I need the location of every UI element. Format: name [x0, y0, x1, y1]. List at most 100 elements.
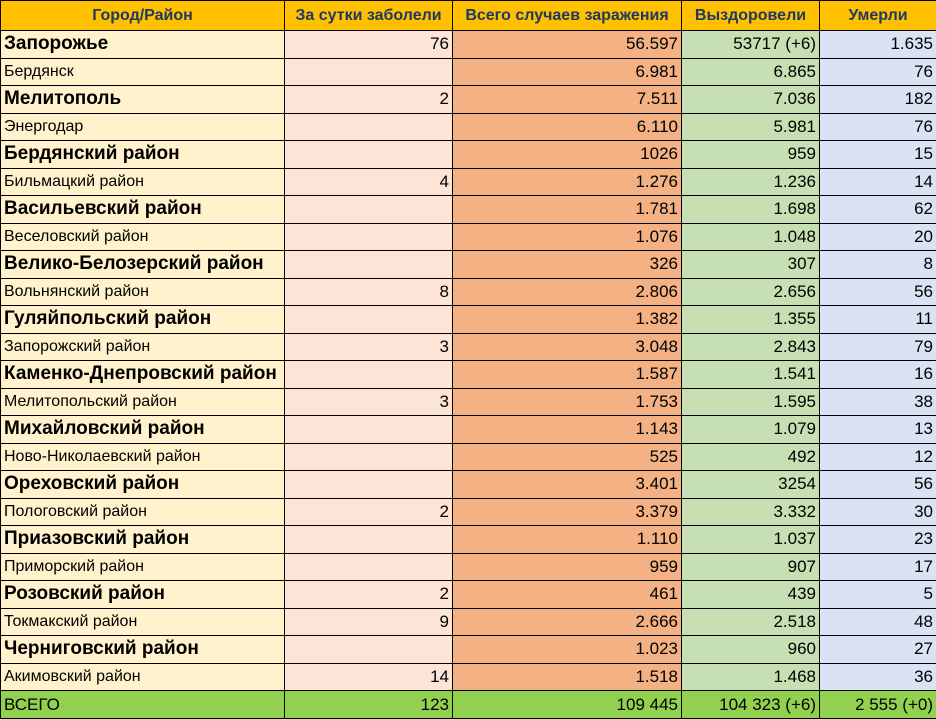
- row-name: Пологовский район: [1, 498, 285, 526]
- row-name: Запорожье: [1, 31, 285, 59]
- row-total-cases: 1.023: [453, 636, 682, 664]
- row-total-cases: 1.781: [453, 196, 682, 224]
- row-name: Акимовский район: [1, 663, 285, 691]
- row-total-cases: 7.511: [453, 86, 682, 114]
- row-name: Бильмацкий район: [1, 168, 285, 196]
- row-daily-cases: 14: [285, 663, 453, 691]
- row-died: 12: [820, 443, 936, 471]
- row-died: 48: [820, 608, 936, 636]
- row-died: 11: [820, 306, 936, 334]
- row-died: 79: [820, 333, 936, 361]
- row-name: Розовский район: [1, 581, 285, 609]
- row-name: Ново-Николаевский район: [1, 443, 285, 471]
- row-recovered: 7.036: [682, 86, 820, 114]
- total-row: ВСЕГО 123 109 445 104 323 (+6) 2 555 (+0…: [1, 691, 936, 719]
- row-daily-cases: 76: [285, 31, 453, 59]
- row-died: 20: [820, 223, 936, 251]
- row-name: Черниговский район: [1, 636, 285, 664]
- row-name: Бердянск: [1, 58, 285, 86]
- row-recovered: 1.037: [682, 526, 820, 554]
- total-recovered: 104 323 (+6): [682, 691, 820, 719]
- row-daily-cases: 8: [285, 278, 453, 306]
- row-recovered: 1.048: [682, 223, 820, 251]
- row-daily-cases: 3: [285, 333, 453, 361]
- row-died: 30: [820, 498, 936, 526]
- row-total-cases: 2.806: [453, 278, 682, 306]
- header-recovered: Выздоровели: [682, 1, 820, 31]
- row-name: Мелитополь: [1, 86, 285, 114]
- row-died: 1.635: [820, 31, 936, 59]
- row-total-cases: 1026: [453, 141, 682, 169]
- row-total-cases: 1.518: [453, 663, 682, 691]
- row-daily-cases: [285, 361, 453, 389]
- total-label: ВСЕГО: [1, 691, 285, 719]
- row-recovered: 5.981: [682, 113, 820, 141]
- row-recovered: 439: [682, 581, 820, 609]
- row-recovered: 1.355: [682, 306, 820, 334]
- row-total-cases: 1.076: [453, 223, 682, 251]
- row-name: Мелитопольский район: [1, 388, 285, 416]
- row-recovered: 907: [682, 553, 820, 581]
- row-died: 76: [820, 113, 936, 141]
- row-daily-cases: 2: [285, 498, 453, 526]
- row-recovered: 1.595: [682, 388, 820, 416]
- row-daily-cases: [285, 471, 453, 499]
- row-name: Вольнянский район: [1, 278, 285, 306]
- row-recovered: 492: [682, 443, 820, 471]
- row-total-cases: 525: [453, 443, 682, 471]
- header-total: Всего случаев заражения: [453, 1, 682, 31]
- row-total-cases: 1.143: [453, 416, 682, 444]
- row-name: Михайловский район: [1, 416, 285, 444]
- row-name: Веселовский район: [1, 223, 285, 251]
- row-daily-cases: 4: [285, 168, 453, 196]
- row-died: 5: [820, 581, 936, 609]
- row-daily-cases: 3: [285, 388, 453, 416]
- row-total-cases: 1.587: [453, 361, 682, 389]
- row-total-cases: 3.401: [453, 471, 682, 499]
- row-recovered: 1.079: [682, 416, 820, 444]
- row-daily-cases: 2: [285, 581, 453, 609]
- row-recovered: 3.332: [682, 498, 820, 526]
- row-total-cases: 6.110: [453, 113, 682, 141]
- header-city: Город/Район: [1, 1, 285, 31]
- row-total-cases: 461: [453, 581, 682, 609]
- row-name: Гуляйпольский район: [1, 306, 285, 334]
- row-recovered: 3254: [682, 471, 820, 499]
- row-name: Васильевский район: [1, 196, 285, 224]
- row-died: 16: [820, 361, 936, 389]
- row-daily-cases: 9: [285, 608, 453, 636]
- row-recovered: 1.541: [682, 361, 820, 389]
- total-daily: 123: [285, 691, 453, 719]
- header-row: Город/Район За сутки заболели Всего случ…: [1, 1, 936, 31]
- row-name: Токмакский район: [1, 608, 285, 636]
- row-died: 13: [820, 416, 936, 444]
- row-name: Бердянский район: [1, 141, 285, 169]
- row-died: 8: [820, 251, 936, 279]
- row-name: Приазовский район: [1, 526, 285, 554]
- row-name: Ореховский район: [1, 471, 285, 499]
- row-daily-cases: [285, 443, 453, 471]
- row-total-cases: 3.379: [453, 498, 682, 526]
- row-daily-cases: [285, 306, 453, 334]
- row-daily-cases: [285, 251, 453, 279]
- header-died: Умерли: [820, 1, 936, 31]
